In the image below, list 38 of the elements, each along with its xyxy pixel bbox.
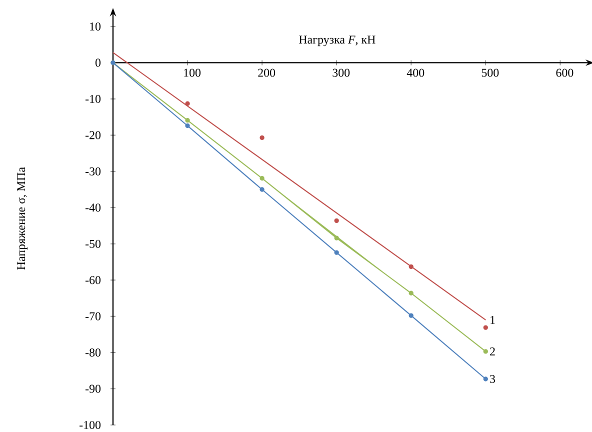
x-axis-title: Нагрузка F, кН xyxy=(299,36,376,46)
y-tick-label: 10 xyxy=(90,22,101,31)
series-label: 3 xyxy=(490,374,496,383)
series-label: 1 xyxy=(490,316,495,324)
point xyxy=(185,123,190,128)
y-axis-title: Напряжение σ, МПа xyxy=(17,167,28,270)
y-tick-label: -10 xyxy=(86,94,101,103)
point xyxy=(185,101,190,106)
x-tick-label: 500 xyxy=(482,68,499,77)
y-tick-label: -50 xyxy=(86,240,101,248)
y-tick-label: -20 xyxy=(86,131,101,140)
x-tick-label: 300 xyxy=(332,68,350,77)
x-tick-label: 100 xyxy=(184,68,201,77)
point xyxy=(260,176,264,181)
x-tick-label: 400 xyxy=(406,68,424,77)
point xyxy=(334,218,339,224)
point xyxy=(260,135,264,140)
y-tick-label: -90 xyxy=(86,384,101,393)
y-tick-label: -100 xyxy=(80,420,101,430)
point xyxy=(334,236,339,240)
y-tick-label: 0 xyxy=(95,58,101,67)
y-tick-label: -60 xyxy=(86,276,101,284)
x-tick-label: 200 xyxy=(258,68,276,77)
point xyxy=(483,376,488,382)
point xyxy=(408,290,414,296)
y-tick-label: -30 xyxy=(86,167,101,176)
point xyxy=(185,118,190,123)
x-tick-label: 600 xyxy=(556,68,574,77)
y-tick-label: -70 xyxy=(86,312,101,320)
point xyxy=(334,250,339,255)
point xyxy=(260,187,264,192)
point xyxy=(483,325,488,330)
point xyxy=(483,349,488,354)
series-label: 2 xyxy=(490,347,495,356)
y-tick-label: -40 xyxy=(86,204,101,212)
point xyxy=(408,313,414,318)
y-tick-label: -80 xyxy=(86,348,101,357)
point xyxy=(408,264,414,270)
